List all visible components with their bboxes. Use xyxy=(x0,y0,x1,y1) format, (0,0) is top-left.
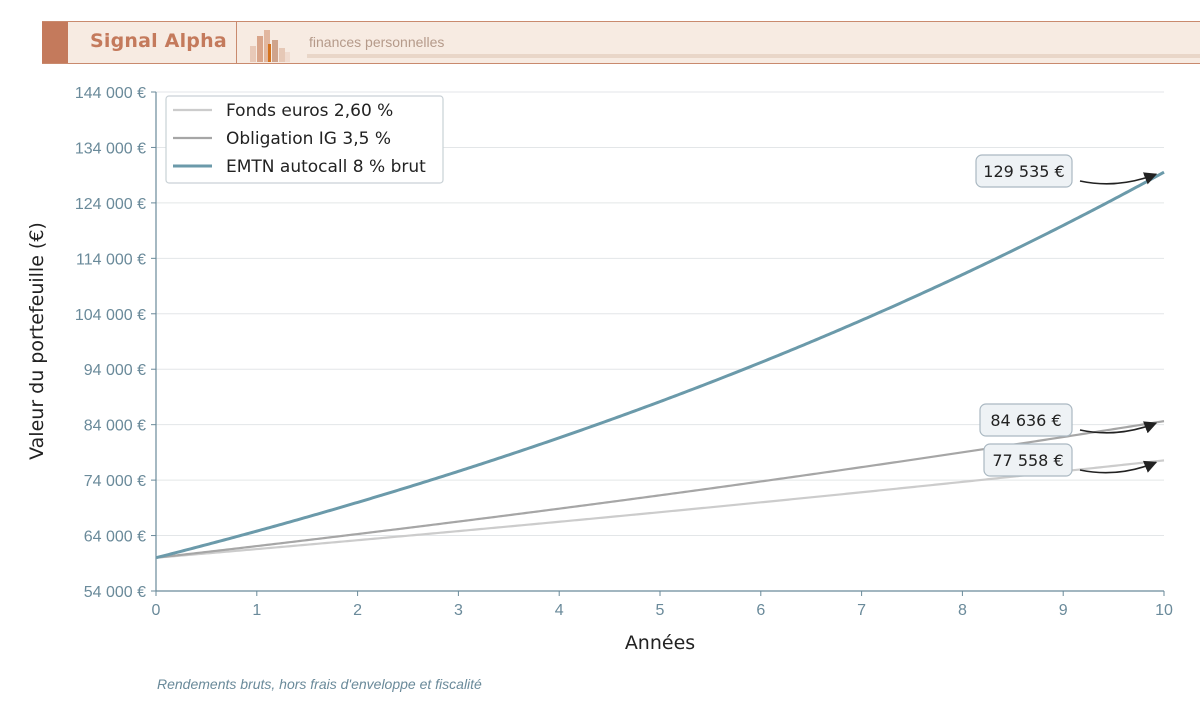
callout-2: 84 636 € xyxy=(979,403,1158,437)
y-tick-label: 74 000 € xyxy=(84,473,146,490)
x-tick-label: 5 xyxy=(656,602,665,619)
y-tick-label: 64 000 € xyxy=(84,529,146,546)
brand-header: Signal Alpha finances personnelles xyxy=(42,21,1200,64)
footnote: Rendements bruts, hors frais d'enveloppe… xyxy=(157,676,482,692)
legend-item-2: Obligation IG 3,5 % xyxy=(173,129,391,149)
x-tick-label: 1 xyxy=(252,602,261,619)
callout-1: 129 535 € xyxy=(975,154,1158,188)
x-tick-label: 7 xyxy=(857,602,866,619)
x-tick-label: 0 xyxy=(152,602,161,619)
x-tick-label: 3 xyxy=(454,602,463,619)
callout-value: 77 558 € xyxy=(992,451,1063,470)
x-tick-label: 2 xyxy=(353,602,362,619)
callout-arrow xyxy=(1079,421,1158,434)
legend-label: Fonds euros 2,60 % xyxy=(226,101,393,121)
x-tick-label: 8 xyxy=(958,602,967,619)
bar-chart-logo-icon xyxy=(250,30,290,62)
brand-rule xyxy=(307,54,1200,58)
y-tick-label: 124 000 € xyxy=(75,196,146,213)
y-tick-label: 54 000 € xyxy=(84,584,146,601)
series-line-1 xyxy=(155,459,1165,559)
legend-label: Obligation IG 3,5 % xyxy=(226,129,391,149)
series-line-2 xyxy=(155,420,1165,559)
x-tick-label: 4 xyxy=(555,602,564,619)
y-tick-label: 144 000 € xyxy=(75,85,146,102)
axes: 54 000 € 64 000 € 74 000 € 84 000 € 94 000 €… xyxy=(75,85,1173,619)
legend-item-3: EMTN autocall 8 % brut xyxy=(173,157,426,177)
end-value-callouts: 129 535 € 84 636 € 77 558 € xyxy=(975,154,1158,477)
callout-3: 77 558 € xyxy=(983,443,1158,477)
callout-box xyxy=(975,154,1073,188)
y-tick-label: 134 000 € xyxy=(75,140,146,157)
series-line-3 xyxy=(155,170,1165,560)
brand-name: Signal Alpha xyxy=(90,30,227,52)
x-tick-label: 9 xyxy=(1059,602,1068,619)
x-tick-label: 6 xyxy=(756,602,765,619)
legend-box xyxy=(165,95,444,184)
brand-accent-swatch xyxy=(42,22,68,63)
callout-arrow xyxy=(1079,172,1158,185)
brand-divider xyxy=(236,22,237,63)
series-lines xyxy=(155,170,1165,560)
x-tick-label: 10 xyxy=(1155,602,1173,619)
legend: Fonds euros 2,60 % Obligation IG 3,5 % EMT… xyxy=(165,95,444,184)
callout-value: 84 636 € xyxy=(990,411,1061,430)
legend-label: EMTN autocall 8 % brut xyxy=(226,157,426,177)
legend-item-1: Fonds euros 2,60 % xyxy=(173,101,393,121)
y-tick-label: 104 000 € xyxy=(75,307,146,324)
y-axis-title: Valeur du portefeuille (€) xyxy=(26,222,48,460)
callout-arrow xyxy=(1079,460,1158,474)
callout-value: 129 535 € xyxy=(983,162,1064,181)
y-tick-label: 84 000 € xyxy=(84,418,146,435)
x-axis-title: Années xyxy=(625,632,695,654)
y-tick-label: 94 000 € xyxy=(84,362,146,379)
callout-box xyxy=(979,403,1073,437)
brand-tagline: finances personnelles xyxy=(309,34,445,50)
y-tick-label: 114 000 € xyxy=(76,251,146,268)
callout-box xyxy=(983,443,1073,477)
